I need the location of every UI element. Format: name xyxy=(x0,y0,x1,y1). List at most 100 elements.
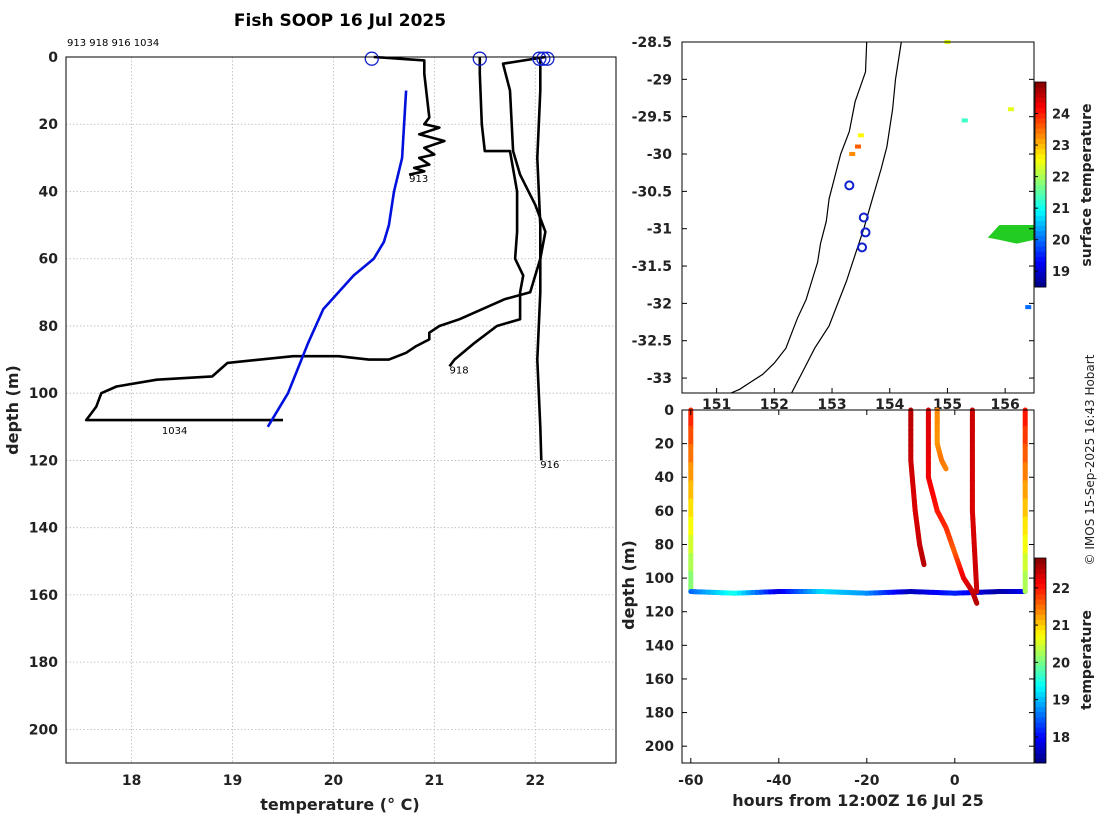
launch-marker xyxy=(536,51,551,66)
map-xtick-label: 156 xyxy=(991,397,1020,413)
profile-line-918 xyxy=(448,57,525,368)
section-colorbar-segment xyxy=(1035,619,1046,626)
profile-xtick-label: 21 xyxy=(425,773,444,789)
section-colorbar-segment xyxy=(1035,706,1046,713)
launch-marker xyxy=(532,51,547,66)
map-xtick-label: 151 xyxy=(702,397,731,413)
profile-ytick-label: 160 xyxy=(29,588,58,604)
section-colorbar-tick-label: 19 xyxy=(1052,694,1070,709)
launch-marker xyxy=(364,51,379,66)
profile-grid xyxy=(66,56,616,763)
section-colorbar-segment xyxy=(1035,614,1046,620)
map-coast-layer xyxy=(730,41,902,394)
map-colorbar-segment xyxy=(1035,199,1046,206)
map-colorbar-segment xyxy=(1035,153,1046,160)
profile-ids-label: 913 918 916 1034 xyxy=(67,38,159,49)
profile-axes-box xyxy=(65,56,617,764)
map-colorbar-segment xyxy=(1035,220,1046,226)
map-colorbar-segment xyxy=(1035,235,1046,242)
map-colorbar-label: surface temperature xyxy=(1079,103,1095,266)
map-colorbar-segment xyxy=(1035,87,1046,93)
section-colorbar-segment xyxy=(1035,675,1046,682)
sst-patch xyxy=(1007,107,1014,112)
section-colorbar-segment xyxy=(1035,650,1046,656)
profile-line-1034 xyxy=(84,55,547,422)
map-xtick-label: 153 xyxy=(817,397,846,413)
map-colorbar-segment xyxy=(1035,107,1046,114)
section-colorbar-tick-label: 21 xyxy=(1052,619,1070,634)
section-colorbar-segment xyxy=(1035,655,1046,661)
map-ytick-label: -30 xyxy=(647,147,673,163)
section-ytick-label: 180 xyxy=(645,706,674,722)
map-colorbar-segment xyxy=(1035,240,1046,247)
map-ytick-label: -31 xyxy=(647,222,672,238)
section-colorbar-segment xyxy=(1035,670,1046,677)
map-colorbar-tick-label: 19 xyxy=(1052,265,1070,280)
profile-xtick-label: 19 xyxy=(223,773,242,789)
profile-xlabel: temperature (° C) xyxy=(260,795,419,814)
figure-title: Fish SOOP 16 Jul 2025 xyxy=(234,11,446,31)
section-colorbar-segment xyxy=(1035,747,1046,754)
profile-ytick-label: 80 xyxy=(39,319,59,335)
coastline xyxy=(730,41,868,394)
map-colorbar-segment xyxy=(1035,261,1046,267)
section-colorbar-segment xyxy=(1035,573,1046,579)
section-colorbar-segment xyxy=(1035,558,1046,564)
section-colorbar-tick-label: 22 xyxy=(1052,582,1070,597)
drop-location-marker xyxy=(860,227,871,238)
section-xlabel: hours from 12:00Z 16 Jul 25 xyxy=(732,791,983,810)
map-colorbar-segment xyxy=(1035,169,1046,175)
section-ytick-label: 200 xyxy=(645,739,674,755)
section-colorbar-segment xyxy=(1035,665,1046,672)
section-colorbar-segment xyxy=(1035,691,1046,697)
launch-marker xyxy=(540,51,555,66)
section-colorbar-frame xyxy=(1034,557,1047,764)
section-colorbar-segment xyxy=(1035,681,1046,687)
section-xtick-label: -20 xyxy=(854,773,880,789)
section-colorbar-segment xyxy=(1035,640,1046,646)
map-colorbar-tick-label: 20 xyxy=(1052,234,1070,249)
section-colorbar-segment xyxy=(1035,686,1046,692)
section-ytick-label: 120 xyxy=(645,605,674,621)
map-ytick-label: -30.5 xyxy=(632,184,672,200)
climatology-line xyxy=(266,90,408,428)
map-colorbar-segment xyxy=(1035,251,1046,257)
profile-ytick-label: 140 xyxy=(29,521,58,537)
profile-ytick-label: 60 xyxy=(39,252,59,268)
profile-markers xyxy=(364,51,555,66)
section-ytick-label: 0 xyxy=(664,403,674,419)
profile-label-916: 916 xyxy=(540,460,559,471)
section-colorbar-segment xyxy=(1035,634,1046,641)
map-ytick-label: -33 xyxy=(647,371,672,387)
profile-label-913: 913 xyxy=(409,174,428,185)
section-ytick-label: 140 xyxy=(645,638,674,654)
isobath xyxy=(791,41,902,394)
sst-patch xyxy=(961,118,968,123)
section-colorbar-segment xyxy=(1035,752,1046,759)
map-xtick-label: 155 xyxy=(933,397,962,413)
section-colorbar-segment xyxy=(1035,701,1046,708)
section-colorbar-tick-label: 20 xyxy=(1052,656,1070,671)
map-colorbar-segment xyxy=(1035,184,1046,191)
section-colorbar-segment xyxy=(1035,604,1046,610)
profile-ytick-label: 120 xyxy=(29,453,58,469)
map-drop-markers xyxy=(844,180,871,253)
section-colorbar-segment xyxy=(1035,568,1046,574)
section-tracks xyxy=(688,407,1028,606)
map-sst-layer xyxy=(849,40,1034,310)
profile-ylabel: depth (m) xyxy=(3,365,22,455)
sst-patch xyxy=(849,152,856,157)
map-colorbar-segment xyxy=(1035,194,1046,201)
profile-labels: 913 918 916 1034 xyxy=(162,174,560,471)
map-ticks: -28.5 -29 -29.5 -30 -30.5 -31 -31.5 -32 -32.5 -33… xyxy=(632,35,1034,413)
profile-ytick-label: 180 xyxy=(29,655,58,671)
section-colorbar-segment xyxy=(1035,599,1046,605)
map-colorbar-segment xyxy=(1035,281,1046,288)
map-colorbar-segment xyxy=(1035,158,1046,165)
map-colorbar-tick-label: 21 xyxy=(1052,202,1070,217)
sst-green-region xyxy=(987,224,1034,244)
section-chart: 0 20 40 60 80 100 120 140 160 180 200 -60 -40 -20 0 18… xyxy=(619,403,1095,810)
map-colorbar-segment xyxy=(1035,174,1046,180)
launch-marker xyxy=(472,51,487,66)
